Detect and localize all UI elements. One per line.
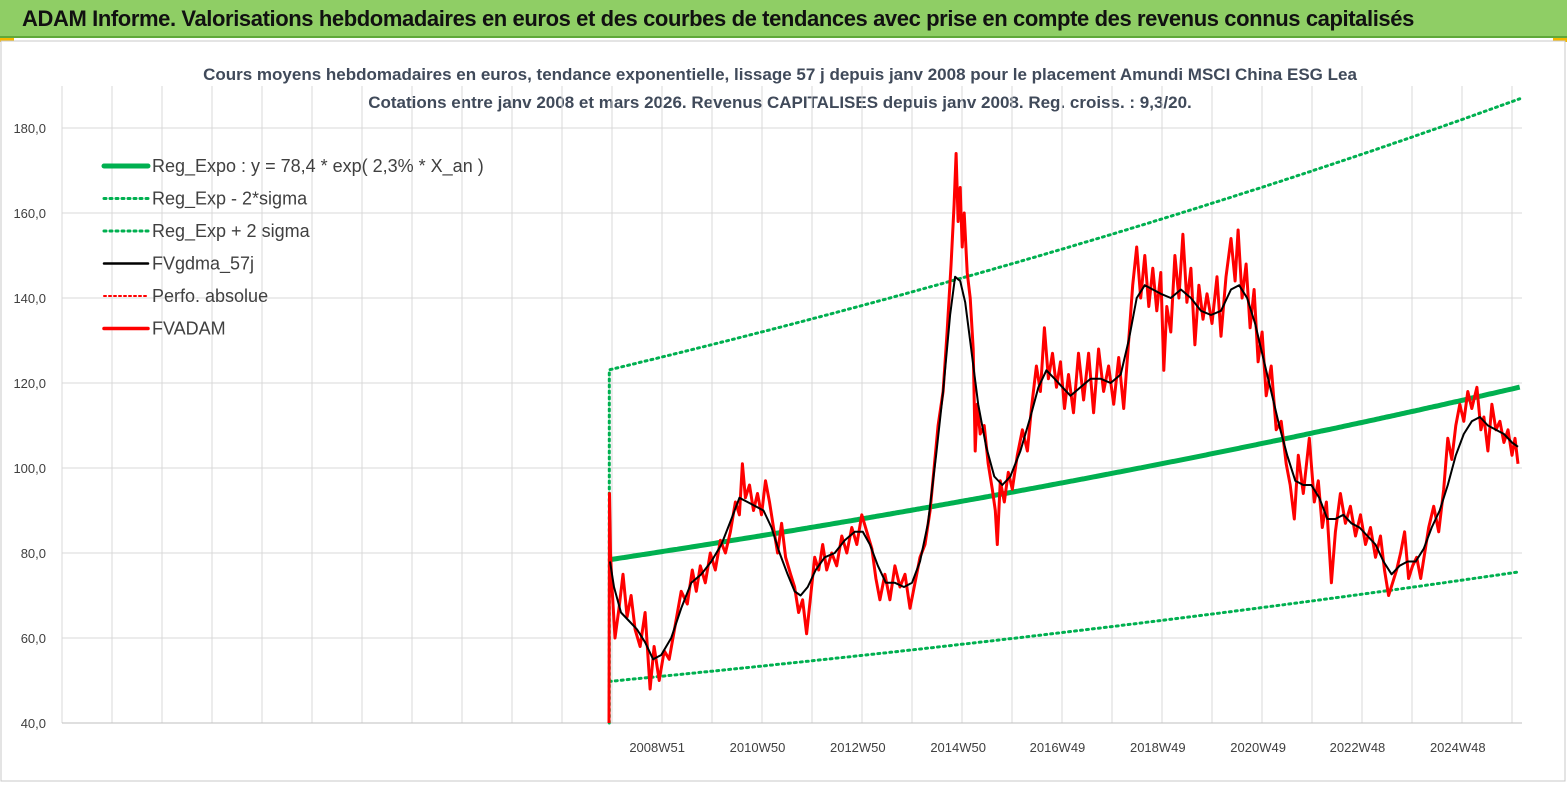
legend-label: Perfo. absolue	[152, 286, 268, 306]
corner-accent-left	[0, 38, 14, 42]
legend: Reg_Expo : y = 78,4 * exp( 2,3% * X_an )…	[101, 156, 484, 339]
chart-frame: Cours moyens hebdomadaires en euros, ten…	[0, 40, 1567, 783]
series-fvadam	[607, 152, 1520, 724]
series-fvgdma-57j	[609, 275, 1519, 661]
header-banner: ADAM Informe. Valorisations hebdomadaire…	[0, 0, 1567, 38]
x-tick-label: 2008W51	[629, 740, 685, 755]
chart-title-line2: Cotations entre janv 2008 et mars 2026. …	[368, 93, 1192, 112]
x-tick-label: 2014W50	[930, 740, 986, 755]
legend-label: FVgdma_57j	[152, 254, 254, 275]
chart-title-line1: Cours moyens hebdomadaires en euros, ten…	[203, 65, 1357, 84]
x-tick-label: 2010W50	[730, 740, 786, 755]
y-axis: 180,0 160,0 140,0 120,0 100,0 80,0 60,0 40,0	[13, 121, 46, 731]
y-tick-label: 40,0	[21, 716, 46, 731]
legend-label: Reg_Expo : y = 78,4 * exp( 2,3% * X_an )	[152, 156, 484, 177]
corner-accent-right	[1553, 38, 1567, 42]
series-reg-expo	[608, 384, 1521, 563]
y-tick-label: 180,0	[13, 121, 46, 136]
y-tick-label: 120,0	[13, 376, 46, 391]
grid	[61, 86, 1522, 724]
x-tick-label: 2016W49	[1030, 740, 1086, 755]
y-tick-label: 60,0	[21, 631, 46, 646]
y-tick-label: 160,0	[13, 206, 46, 221]
x-axis: 2008W51 2010W50 2012W50 2014W50 2016W49 2018W…	[629, 740, 1485, 755]
x-tick-label: 2024W48	[1430, 740, 1486, 755]
series-reg-exp-minus-2sigma	[607, 570, 1522, 683]
y-tick-label: 80,0	[21, 546, 46, 561]
x-tick-label: 2012W50	[830, 740, 886, 755]
page-title: ADAM Informe. Valorisations hebdomadaire…	[22, 6, 1414, 31]
x-tick-label: 2020W49	[1230, 740, 1286, 755]
series-reg-exp-plus-2sigma	[607, 97, 1522, 725]
y-tick-label: 140,0	[13, 291, 46, 306]
x-tick-label: 2022W48	[1330, 740, 1386, 755]
legend-label: Reg_Exp + 2 sigma	[152, 221, 311, 242]
price-chart: Cours moyens hebdomadaires en euros, ten…	[0, 40, 1566, 782]
legend-label: FVADAM	[152, 319, 226, 339]
y-tick-label: 100,0	[13, 461, 46, 476]
x-tick-label: 2018W49	[1130, 740, 1186, 755]
legend-label: Reg_Exp - 2*sigma	[152, 189, 308, 210]
chart-border	[0, 40, 1566, 782]
series-lines	[607, 97, 1522, 725]
